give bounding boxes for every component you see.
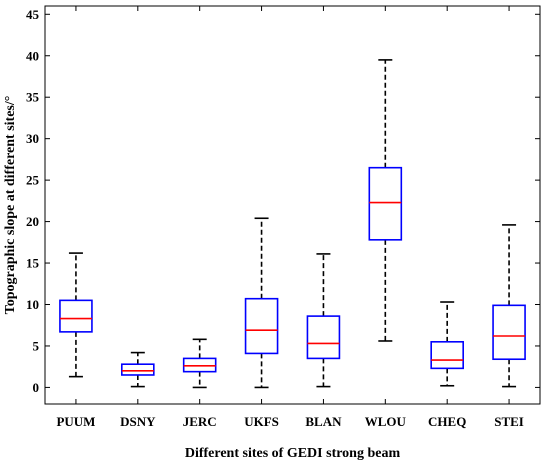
iqr-box <box>368 166 403 241</box>
y-axis-label: Topographic slope at different sites/° <box>3 96 18 315</box>
x-tick-label: UKFS <box>244 414 279 429</box>
x-axis: PUUM DSNY JERC UKFS BLAN WLOU CHEQ STEI <box>56 6 524 429</box>
x-tick-label: PUUM <box>56 414 95 429</box>
y-tick-label: 45 <box>26 7 40 22</box>
box-jerc <box>182 338 217 389</box>
x-tick-label: BLAN <box>305 414 342 429</box>
y-tick-label: 20 <box>26 214 39 229</box>
box-dsny <box>121 351 155 388</box>
y-tick-label: 25 <box>26 173 40 188</box>
x-tick-label: JERC <box>183 414 217 429</box>
x-tick-label: STEI <box>494 414 524 429</box>
box-puum <box>59 252 93 378</box>
x-tick-label: DSNY <box>120 414 156 429</box>
y-axis: 0 5 10 15 20 25 30 35 40 45 <box>26 7 540 395</box>
y-tick-label: 35 <box>26 90 40 105</box>
box-ukfs <box>244 217 279 389</box>
iqr-box <box>59 299 93 333</box>
iqr-box <box>244 297 279 355</box>
iqr-box <box>306 315 341 360</box>
y-tick-label: 40 <box>26 48 39 63</box>
y-tick-label: 0 <box>33 380 40 395</box>
y-tick-label: 5 <box>33 338 40 353</box>
box-cheq <box>430 301 464 387</box>
x-axis-label: Different sites of GEDI strong beam <box>185 446 401 461</box>
x-tick-label: WLOU <box>365 414 407 429</box>
iqr-box <box>182 357 217 373</box>
iqr-box <box>492 304 526 361</box>
box-wlou <box>368 59 403 342</box>
iqr-box <box>121 363 155 376</box>
y-tick-label: 15 <box>26 256 40 271</box>
y-tick-label: 30 <box>26 131 39 146</box>
box-stei <box>492 224 526 388</box>
iqr-box <box>430 341 464 370</box>
x-tick-label: CHEQ <box>428 414 466 429</box>
y-tick-label: 10 <box>26 297 39 312</box>
plot-frame <box>44 5 541 405</box>
box-series <box>59 59 526 389</box>
box-blan <box>306 253 341 388</box>
